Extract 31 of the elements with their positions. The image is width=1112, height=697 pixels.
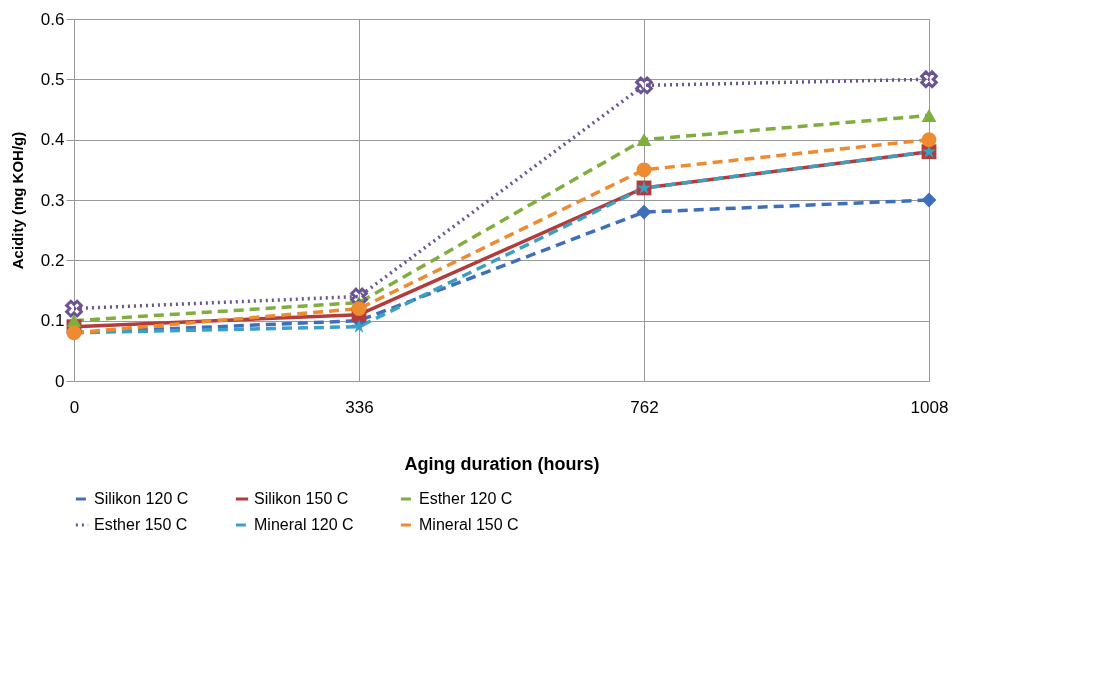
point	[636, 204, 652, 220]
point	[921, 192, 937, 208]
x-tick-label: 0	[69, 397, 80, 417]
legend-label: Silikon 150 C	[254, 490, 349, 507]
y-tick-label: 0.2	[40, 250, 65, 270]
x-axis-title: Aging duration (hours)	[404, 453, 600, 474]
y-tick-label: 0.3	[40, 190, 65, 210]
y-tick-label: 0.5	[40, 69, 65, 89]
y-tick-label: 0.4	[40, 130, 65, 150]
point	[920, 70, 938, 89]
legend-label: Mineral 120 C	[254, 516, 354, 533]
point	[351, 301, 367, 316]
point	[65, 299, 83, 318]
y-tick-label: 0.1	[40, 311, 65, 331]
x-tick-label: 1008	[910, 397, 949, 417]
x-tick-label: 336	[345, 397, 374, 417]
x-tick-label: 762	[630, 397, 659, 417]
point	[636, 133, 652, 147]
legend-label: Silikon 120 C	[94, 490, 189, 507]
legend-label: Esther 120 C	[419, 490, 513, 507]
point	[921, 132, 937, 148]
point	[351, 319, 367, 333]
y-tick-label: 0	[55, 371, 65, 391]
legend-label: Esther 150 C	[94, 516, 188, 533]
point	[350, 287, 368, 306]
point	[635, 76, 653, 95]
legend-label: Mineral 150 C	[419, 516, 519, 533]
y-axis-title: Acidity (mg KOH/g)	[8, 131, 26, 270]
point	[636, 162, 652, 178]
y-tick-label: 0.6	[40, 9, 65, 29]
point	[921, 109, 937, 122]
